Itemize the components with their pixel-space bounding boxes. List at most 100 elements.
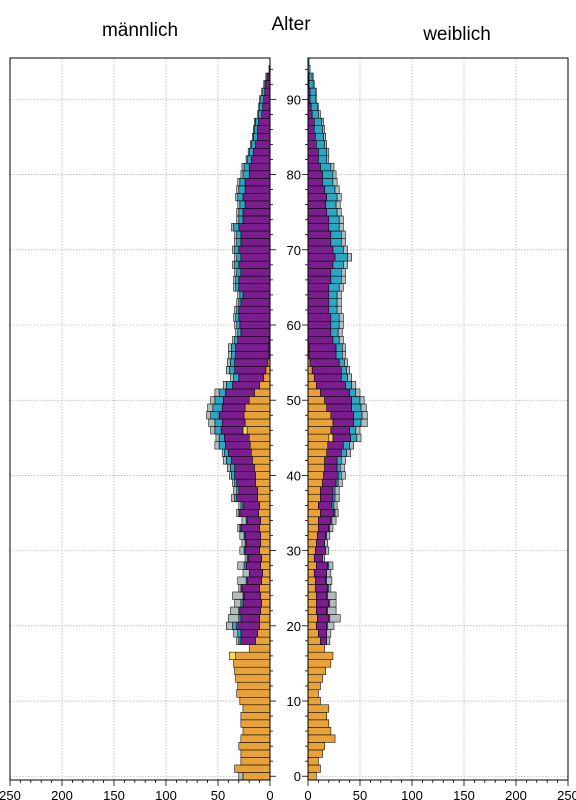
bar-male-verwitwet-age-19 [237, 629, 242, 638]
bar-male-verwitwet-age-37 [234, 493, 237, 503]
bar-male-ledig-age-16 [235, 651, 271, 660]
bar-female-geschieden-age-81 [330, 163, 335, 172]
bar-female-verwitwet-age-56 [335, 351, 343, 360]
bar-male-ledig-age-36 [259, 501, 271, 510]
bar-female-geschieden-age-89 [317, 102, 319, 111]
bar-female-geschieden-age-65 [338, 283, 344, 292]
bar-male-ledig-age-48 [243, 411, 271, 420]
bar-male-geschieden-age-28 [237, 561, 245, 570]
bar-male-ledig-age-5 [240, 734, 271, 743]
bar-female-verwitwet-age-41 [336, 463, 341, 472]
bar-female-geschieden-age-44 [349, 441, 355, 450]
bar-female-verheiratet-age-86 [307, 125, 315, 134]
bar-male-verheiratet-age-49 [221, 403, 246, 412]
bar-male-geschieden-age-24 [232, 591, 244, 600]
bar-male-geschieden-age-33 [237, 524, 241, 533]
age-label-10: 10 [287, 694, 301, 709]
bar-male-verheiratet-age-27 [248, 569, 263, 578]
bar-male-verwitwet-age-65 [235, 283, 240, 292]
bar-female-verheiratet-age-54 [311, 366, 342, 375]
bar-male-verheiratet-age-79 [244, 178, 271, 187]
bar-male-verwitwet-age-66 [235, 275, 240, 284]
bar-male-geschieden-age-26 [237, 576, 247, 585]
bar-female-ledig-age-23 [307, 599, 317, 608]
age-label-50: 50 [287, 393, 301, 408]
bar-male-geschieden-age-37 [231, 493, 235, 503]
bar-male-verwitwet-age-70 [234, 245, 240, 254]
bar-female-verheiratet-age-52 [316, 381, 346, 390]
bar-female-verheiratet-age-63 [307, 298, 330, 307]
bar-male-geschieden-age-77 [235, 193, 239, 202]
bar-female-ledig-age-54 [307, 366, 313, 375]
bar-female-verwitwet-age-84 [316, 140, 325, 149]
bar-female-ledig-age-14 [307, 666, 326, 675]
bar-male-verwitwet-age-57 [231, 343, 236, 352]
bar-female-verheiratet-age-60 [307, 320, 332, 330]
bar-male-verwitwet-age-61 [235, 313, 240, 322]
bar-female-verwitwet-age-65 [328, 283, 340, 292]
bar-male-verheiratet-age-20 [236, 621, 260, 630]
bar-male-geschieden-age-66 [233, 275, 236, 284]
x-tick-label-male-150: 150 [103, 788, 125, 800]
bar-female-verwitwet-age-77 [326, 193, 338, 202]
bar-female-verwitwet-age-73 [328, 223, 340, 232]
bar-male-ledig-age-53 [263, 373, 271, 382]
bar-female-verheiratet-age-43 [326, 448, 342, 457]
bar-male-ledig-age-40 [255, 471, 271, 480]
bar-male-geschieden-age-78 [236, 185, 240, 194]
bar-male-verheiratet-age-42 [231, 456, 253, 465]
male-panel-frame [9, 57, 271, 781]
bar-male-ledig-age-28 [260, 561, 271, 570]
bar-male-verheiratet-age-72 [240, 230, 271, 239]
bar-female-verheiratet-age-71 [307, 238, 332, 247]
bar-female-ledig-age-45 [307, 433, 330, 442]
bar-male-geschieden-age-22 [230, 606, 240, 615]
bar-male-ledig-age-54 [265, 366, 271, 375]
bar-female-geschieden-age-34 [331, 516, 337, 525]
bar-male-verheiratet-age-30 [244, 546, 260, 555]
bar-male-geschieden-age-89 [258, 102, 260, 111]
bar-female-verheiratet-age-59 [307, 328, 332, 337]
bar-female-verheiratet-age-18 [320, 636, 327, 645]
bar-male-verwitwet-age-87 [255, 117, 259, 126]
bar-female-geschieden-age-84 [324, 140, 327, 149]
bar-female-geschieden-age-45 [356, 433, 362, 442]
bar-female-geschieden-age-68 [343, 260, 348, 269]
bar-male-verwitwet-age-67 [236, 268, 242, 277]
bar-female-geschieden-age-64 [336, 290, 342, 299]
bar-male-ledig-age-33 [259, 524, 271, 533]
bar-male-verheiratet-age-46 [220, 426, 244, 435]
bar-female-geschieden-age-83 [326, 147, 330, 157]
bar-male-verheiratet-age-44 [225, 441, 251, 450]
x-tick-label-male-50: 50 [211, 788, 225, 800]
bar-female-geschieden-age-25 [328, 584, 332, 593]
bar-male-verwitwet-age-36 [240, 501, 244, 510]
bar-female-ledig-age-6 [307, 727, 332, 736]
bar-female-ledig-age-51 [307, 388, 321, 397]
bar-female-geschieden-age-43 [346, 448, 351, 457]
bar-female-geschieden-age-73 [338, 223, 344, 232]
bars [206, 57, 368, 781]
bar-male-verheiratet-age-77 [242, 193, 271, 202]
bar-male-verheiratet-age-34 [246, 516, 261, 525]
bar-female-verwitwet-age-43 [341, 448, 347, 457]
bar-female-verwitwet-age-42 [336, 456, 342, 465]
bar-female-verheiratet-age-30 [315, 546, 326, 555]
bar-female-geschieden-age-49 [360, 403, 367, 412]
bar-male-verwitwet-age-63 [238, 298, 242, 307]
bar-male-geschieden-age-25 [238, 584, 242, 593]
bar-male-verheiratet-age-50 [222, 396, 250, 405]
bar-female-other-age-45 [328, 433, 334, 442]
bar-female-verheiratet-age-53 [313, 373, 342, 382]
bar-female-geschieden-age-48 [361, 411, 368, 420]
bar-female-ledig-age-31 [307, 539, 317, 548]
bar-male-verheiratet-age-29 [247, 554, 262, 563]
bar-male-ledig-age-52 [259, 381, 271, 390]
bar-female-verheiratet-age-64 [307, 290, 330, 299]
bar-female-geschieden-age-92 [312, 80, 315, 89]
bar-male-geschieden-age-55 [227, 358, 231, 367]
bar-female-verheiratet-age-36 [318, 501, 333, 510]
bar-male-verwitwet-age-69 [236, 253, 242, 262]
